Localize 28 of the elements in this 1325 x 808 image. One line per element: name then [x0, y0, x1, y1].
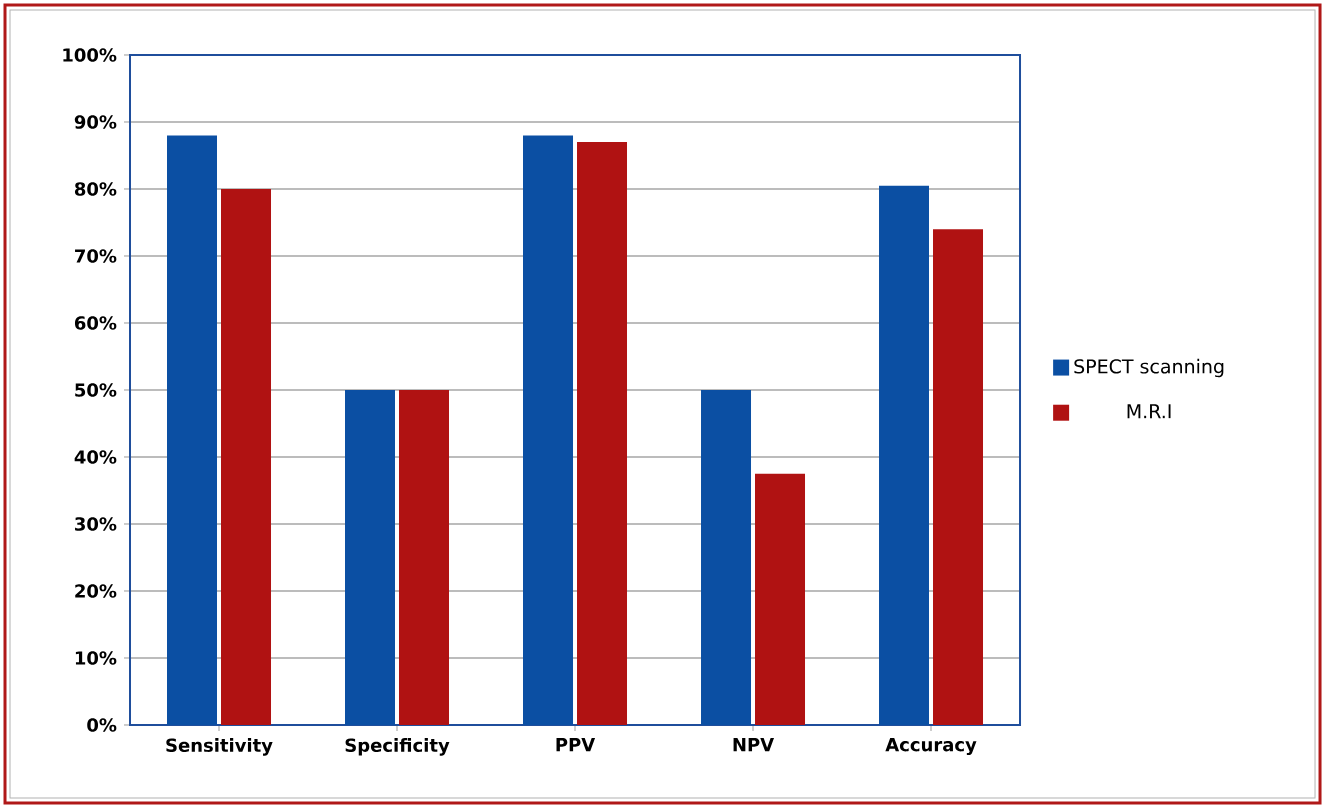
bar [933, 229, 984, 725]
bar [167, 135, 217, 725]
y-tick-label: 30% [75, 517, 117, 531]
y-tick-label: 10% [75, 651, 117, 665]
y-tick-label: 70% [75, 249, 117, 263]
bar [755, 473, 806, 725]
text: M.R.I [1127, 404, 1171, 419]
y-tick-label: 40% [74, 450, 117, 464]
x-tick-label: Specificity [345, 738, 450, 756]
y-tick-label: 60% [74, 316, 117, 330]
x-tick-label: Accuracy [885, 738, 977, 756]
x-tick-label: Sensitivity [166, 738, 273, 756]
bar [523, 135, 574, 725]
bar [701, 390, 752, 725]
y-tick-label: 100% [63, 48, 117, 62]
y-tick-label: 50% [75, 383, 117, 397]
x-tick-label: PPV [556, 738, 596, 752]
y-tick-label: 90% [74, 115, 117, 129]
bar [577, 142, 628, 725]
y-tick-label: 80% [74, 182, 117, 196]
x-tick-label: NPV [733, 738, 775, 752]
bar [879, 185, 930, 725]
legend-label: SPECT scanning [1074, 358, 1224, 378]
y-tick-label: 20% [75, 584, 117, 598]
bar [345, 390, 395, 725]
bar [221, 189, 272, 725]
bar [399, 390, 450, 725]
y-tick-label: 0% [87, 718, 117, 732]
